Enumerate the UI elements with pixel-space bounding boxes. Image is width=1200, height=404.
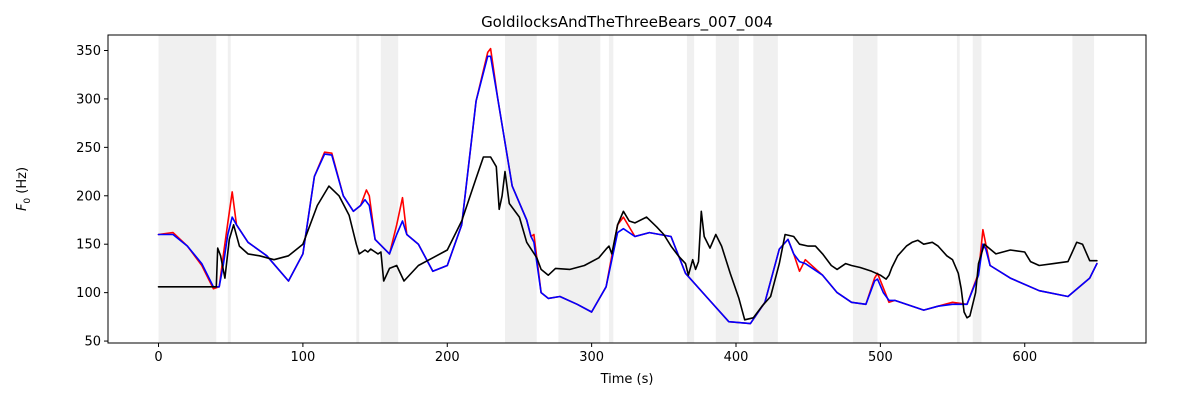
shaded-span xyxy=(380,35,399,343)
y-label-unit: (Hz) xyxy=(15,167,30,198)
y-label-sub: 0 xyxy=(23,198,33,204)
y-tick-label: 300 xyxy=(76,92,101,107)
x-tick-label: 600 xyxy=(1012,350,1037,365)
y-tick-label: 350 xyxy=(76,44,101,59)
shaded-span xyxy=(505,35,537,343)
y-tick-label: 150 xyxy=(76,238,101,253)
y-tick-label: 200 xyxy=(76,189,101,204)
y-axis-label: F0 (Hz) xyxy=(15,167,33,211)
shaded-span xyxy=(558,35,601,343)
x-tick-label: 400 xyxy=(724,350,749,365)
shaded-span xyxy=(852,35,878,343)
x-axis-label: Time (s) xyxy=(600,372,654,387)
shaded-span xyxy=(753,35,778,343)
series-line-1 xyxy=(157,47,1098,325)
x-tick-label: 500 xyxy=(868,350,893,365)
shaded-span xyxy=(158,35,217,343)
unvoiced-spans xyxy=(158,35,1095,343)
shaded-span xyxy=(686,35,695,343)
shaded-span xyxy=(972,35,982,343)
y-ticks: 50 100 150 200 250 300 350 xyxy=(76,44,108,350)
plot-frame xyxy=(107,34,1147,344)
series-lines xyxy=(157,47,1098,325)
x-tick-label: 300 xyxy=(579,350,604,365)
x-ticks: 0 100 200 300 400 500 600 xyxy=(154,343,1037,365)
shaded-span xyxy=(1072,35,1095,343)
shaded-span xyxy=(227,35,231,343)
x-tick-label: 200 xyxy=(435,350,460,365)
chart-title: GoldilocksAndTheThreeBears_007_004 xyxy=(481,13,773,32)
shaded-span xyxy=(956,35,960,343)
shaded-span xyxy=(356,35,360,343)
shaded-span xyxy=(608,35,614,343)
y-tick-label: 250 xyxy=(76,141,101,156)
y-label-main: F xyxy=(15,203,30,211)
series-line-3 xyxy=(157,156,1098,321)
y-tick-label: 50 xyxy=(84,335,101,350)
x-tick-label: 100 xyxy=(290,350,315,365)
series-line-2 xyxy=(157,55,1098,325)
x-tick-label: 0 xyxy=(154,350,162,365)
shaded-span xyxy=(715,35,739,343)
y-tick-label: 100 xyxy=(76,286,101,301)
